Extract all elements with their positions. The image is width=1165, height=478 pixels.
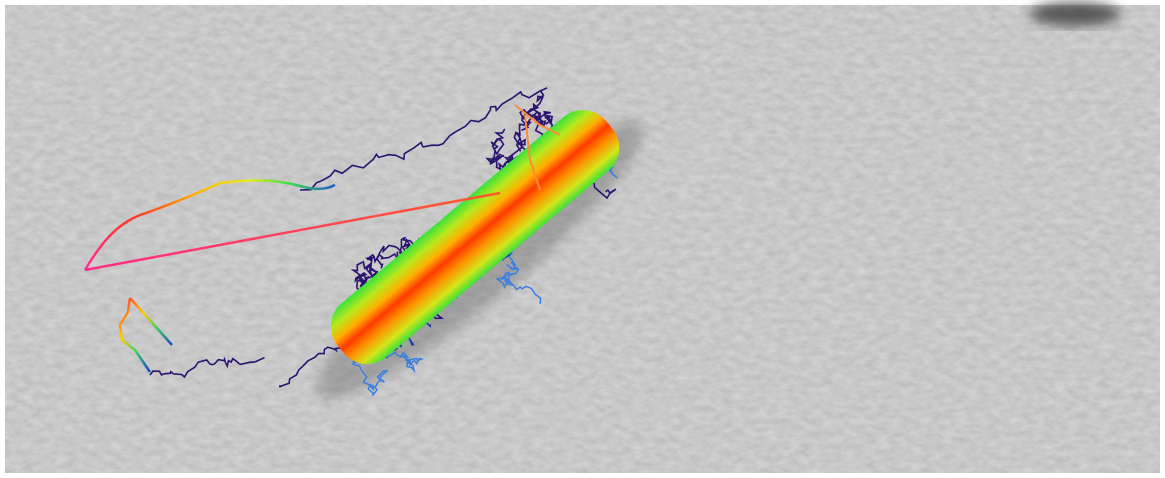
sonar-scene xyxy=(0,0,1165,478)
dark-feature xyxy=(1030,2,1120,26)
seabed-texture xyxy=(5,5,1160,473)
page: (() => { const data = JSON.parse(documen… xyxy=(0,0,1165,478)
